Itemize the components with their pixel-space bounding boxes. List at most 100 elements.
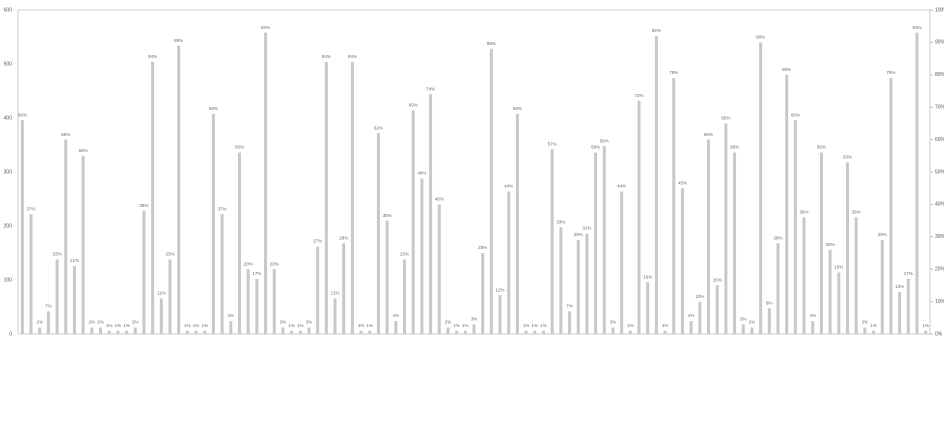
y-tick-label: 100 [4,277,13,283]
bar [185,330,189,334]
bar [776,243,780,334]
data-label: 23% [400,252,409,257]
bar [750,327,754,334]
bar [863,327,867,334]
data-label: 23% [53,252,62,257]
y2-tick-label: 10% [935,299,944,305]
bar [568,311,572,334]
bar [906,278,910,334]
data-label: 1% [358,323,365,328]
data-label: 66% [791,112,800,117]
data-label: 23% [165,252,174,257]
bar [99,327,103,334]
bar [533,330,537,334]
y2-tick-label: 70% [935,105,944,111]
data-label: 1% [870,323,877,328]
data-label: 1% [106,323,113,328]
bar [159,298,163,334]
data-label: 1% [627,323,634,328]
data-label: 88% [487,41,496,46]
bar [81,155,85,334]
bar [715,285,719,334]
data-label: 2% [132,320,139,325]
bar [107,330,111,334]
data-label: 15% [713,278,722,283]
y-tick-label: 200 [4,223,13,229]
data-label: 3% [740,316,747,321]
bar [550,149,554,334]
bar [759,42,763,335]
bar [889,78,893,334]
bar [819,152,823,334]
data-label: 74% [426,86,435,91]
bar [72,265,76,334]
bar [38,327,42,334]
data-label: 2% [280,320,287,325]
data-label: 16% [643,274,652,279]
bar [811,321,815,334]
bar [359,330,363,334]
data-label: 62% [374,125,383,130]
y-tick-label: 400 [4,115,13,121]
data-label: 4% [393,313,400,318]
data-label: 79% [886,70,895,75]
data-label: 26% [826,242,835,247]
bar [350,61,354,335]
bar [463,330,467,334]
bar [515,113,519,335]
bar [64,139,68,334]
data-label: 37% [218,206,227,211]
bar [854,217,858,334]
bar [290,330,294,334]
bar [46,311,50,334]
data-label: 90% [756,35,765,40]
data-label: 1% [201,323,208,328]
y2-tick-label: 40% [935,202,944,208]
bar [524,330,528,334]
data-label: 27% [313,239,322,244]
data-label: 4% [688,313,695,318]
data-label: 7% [45,304,52,309]
data-label: 1% [367,323,374,328]
bar [324,61,328,335]
data-label: 84% [148,54,157,59]
data-label: 12% [496,287,505,292]
data-label: 92% [652,28,661,33]
data-label: 28% [339,235,348,240]
bar [420,178,424,334]
data-label: 7% [566,304,573,309]
data-label: 72% [635,93,644,98]
bar [246,269,250,334]
data-label: 56% [817,145,826,150]
y2-tick-label: 100% [935,7,944,13]
data-label: 2% [89,320,96,325]
data-label: 1% [193,323,200,328]
bar [663,330,667,334]
bar [194,330,198,334]
bar [20,120,24,334]
data-label: 66% [18,112,27,117]
bar [872,330,876,334]
data-label: 93% [261,25,270,30]
data-label: 4% [809,313,816,318]
bar [898,291,902,334]
bar [272,269,276,334]
data-label: 65% [721,116,730,121]
bar [767,308,771,334]
bar [125,330,129,334]
data-label: 2% [97,320,104,325]
bar [698,301,702,334]
bar [498,295,502,334]
bar [611,327,615,334]
data-label: 68% [209,106,218,111]
data-label: 2% [610,320,617,325]
bar [585,233,589,334]
bar [211,113,215,335]
data-label: 13% [895,284,904,289]
bar [802,217,806,334]
bar [559,227,563,334]
data-label: 1% [297,323,304,328]
data-label: 20% [270,261,279,266]
bar [298,330,302,334]
